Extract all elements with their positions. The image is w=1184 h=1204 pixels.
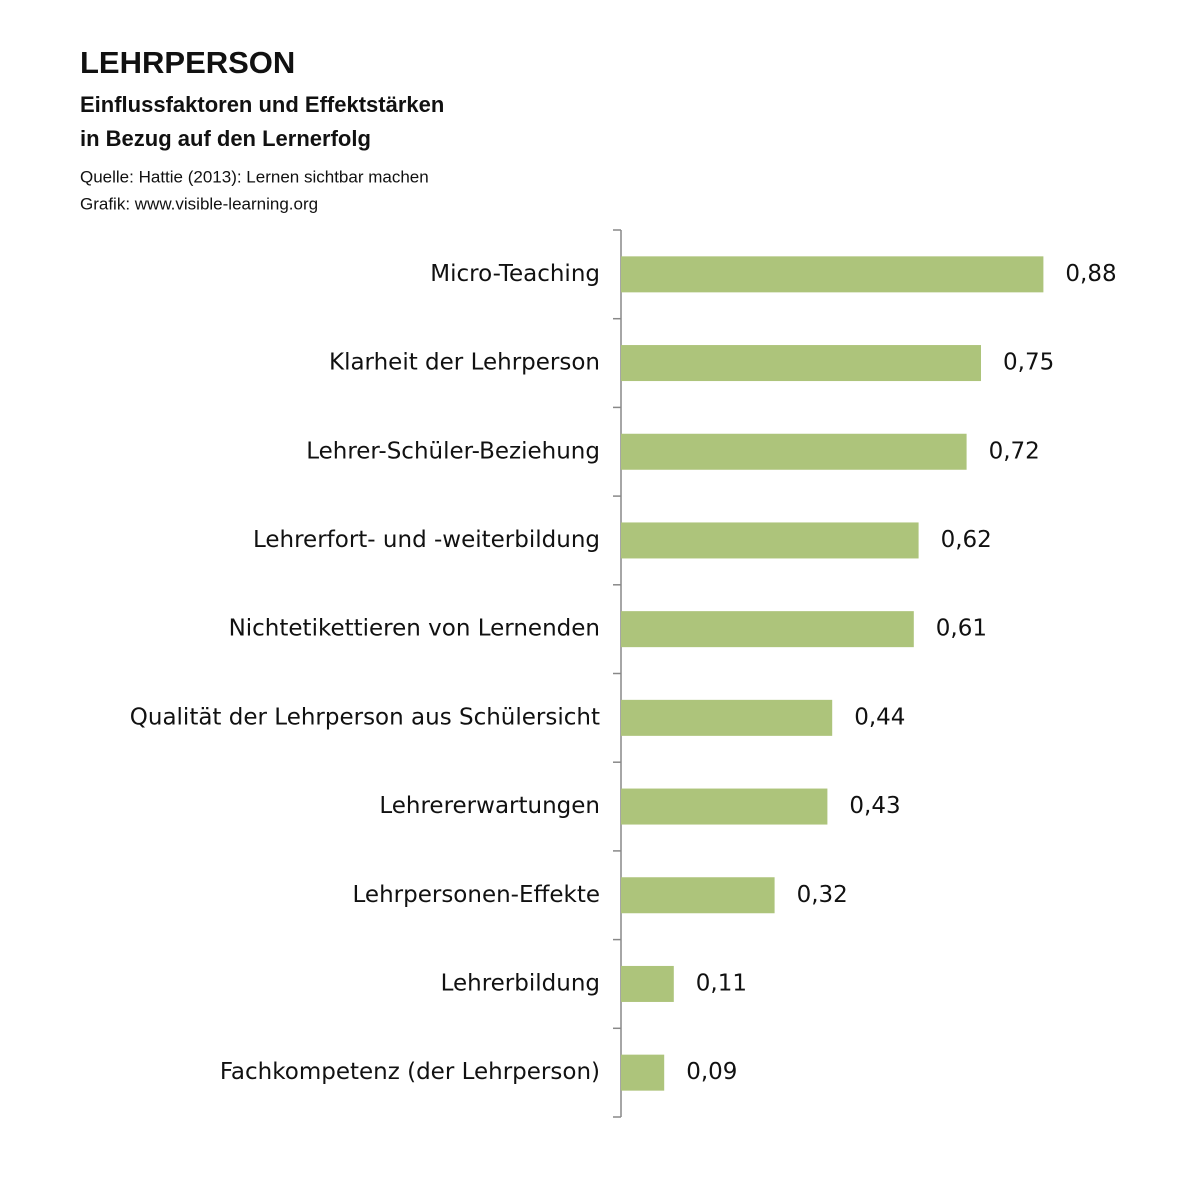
value-label: 0,11	[696, 970, 747, 996]
bar	[621, 256, 1044, 293]
value-label: 0,75	[1003, 350, 1054, 376]
value-label: 0,88	[1065, 261, 1116, 287]
bar	[621, 522, 919, 559]
bar	[621, 345, 981, 382]
category-label: Micro-Teaching	[430, 261, 600, 287]
bar	[621, 1054, 665, 1091]
bar	[621, 877, 775, 914]
source-note: Quelle: Hattie (2013): Lernen sichtbar m…	[80, 167, 429, 186]
category-label: Lehrererwartungen	[379, 793, 600, 819]
value-label: 0,44	[854, 704, 905, 730]
category-label: Klarheit der Lehrperson	[329, 350, 600, 376]
category-label: Lehrerbildung	[441, 970, 600, 996]
value-label: 0,32	[797, 882, 848, 908]
chart-subtitle: in Bezug auf den Lernerfolg	[80, 126, 371, 151]
category-label: Fachkompetenz (der Lehrperson)	[220, 1059, 600, 1085]
bar	[621, 965, 674, 1002]
category-label: Lehrpersonen-Effekte	[353, 882, 600, 908]
chart-subtitle: Einflussfaktoren und Effektstärken	[80, 92, 444, 117]
value-label: 0,09	[686, 1059, 737, 1085]
value-label: 0,43	[849, 793, 900, 819]
bar	[621, 433, 967, 470]
value-label: 0,61	[936, 616, 987, 642]
category-label: Nichtetikettieren von Lernenden	[229, 616, 600, 642]
bar	[621, 699, 833, 736]
category-label: Lehrerfort- und -weiterbildung	[253, 527, 600, 553]
category-label: Lehrer-Schüler-Beziehung	[306, 438, 600, 464]
bar	[621, 611, 914, 648]
value-label: 0,62	[941, 527, 992, 553]
chart-title: LEHRPERSON	[80, 45, 295, 80]
value-label: 0,72	[989, 438, 1040, 464]
bar	[621, 788, 828, 825]
source-note: Grafik: www.visible-learning.org	[80, 194, 318, 213]
category-label: Qualität der Lehrperson aus Schülersicht	[130, 704, 600, 730]
